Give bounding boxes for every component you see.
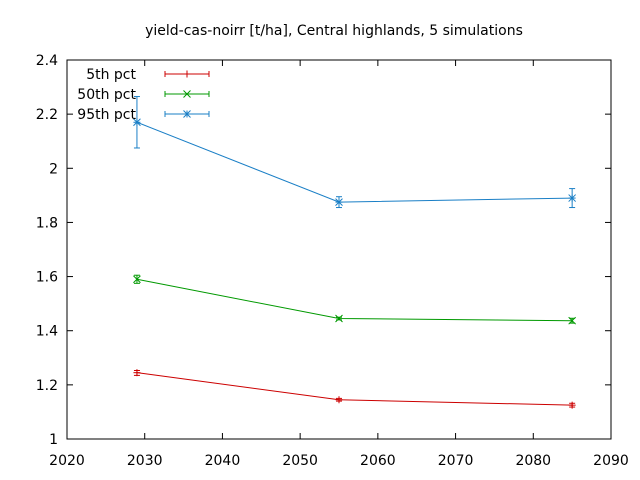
series-line-1 <box>136 278 573 322</box>
plot-frame <box>66 59 612 440</box>
y-tick-label: 1 <box>49 432 58 448</box>
y-tick-label: 1.2 <box>36 378 58 394</box>
x-tick-label: 2050 <box>282 453 318 469</box>
x-tick-label: 2070 <box>438 453 474 469</box>
chart-title: yield-cas-noirr [t/ha], Central highland… <box>145 23 523 39</box>
y-tick-label: 2.2 <box>36 107 58 123</box>
y-tick-label: 1.6 <box>36 270 58 286</box>
series-line-2 <box>136 121 573 203</box>
legend-marker <box>183 90 191 98</box>
legend-label: 95th pct <box>77 107 136 123</box>
legend-marker <box>183 70 191 78</box>
data-point <box>568 194 576 202</box>
y-tick-label: 2.4 <box>36 53 58 69</box>
data-point <box>133 118 141 127</box>
y-tick-label: 2 <box>49 161 58 177</box>
x-tick-label: 2080 <box>515 453 551 469</box>
y-axis: 1 1.2 1.4 1.6 1.8 2 2.2 2.4 <box>36 53 611 448</box>
legend-label: 5th pct <box>86 67 136 83</box>
data-point <box>335 396 343 404</box>
data-point <box>568 401 576 409</box>
x-tick-label: 2040 <box>205 453 241 469</box>
x-tick-label: 2030 <box>127 453 163 469</box>
data-point <box>133 369 141 377</box>
series-line-0 <box>136 372 573 406</box>
y-tick-label: 1.8 <box>36 215 58 231</box>
data-point <box>133 275 141 284</box>
x-axis: 2020 2030 2040 2050 2060 2070 2080 2090 <box>49 60 629 469</box>
x-tick-label: 2020 <box>49 453 85 469</box>
x-tick-label: 2090 <box>593 453 629 469</box>
y-tick-label: 1.4 <box>36 324 58 340</box>
legend-marker <box>183 110 191 118</box>
series-layer <box>133 96 576 409</box>
legend-label: 50th pct <box>77 87 136 103</box>
x-tick-label: 2060 <box>360 453 396 469</box>
legend: 5th pct 50th pct 95th pct <box>77 67 210 123</box>
data-point <box>335 314 343 323</box>
data-point <box>568 316 576 325</box>
data-point <box>335 198 343 206</box>
